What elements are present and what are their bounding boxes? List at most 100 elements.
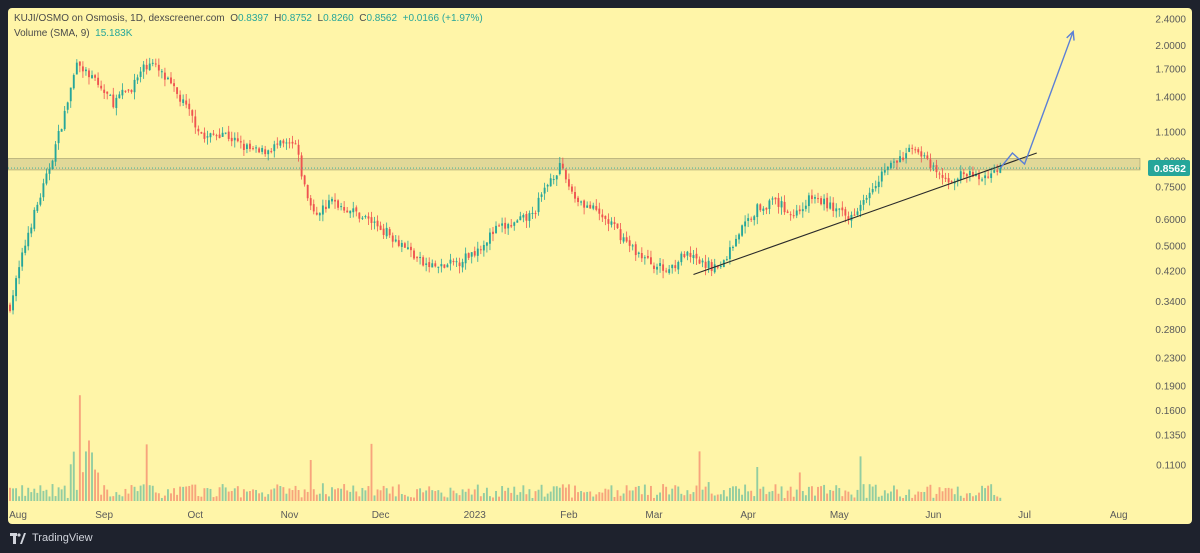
candle-body (60, 129, 63, 132)
candle-body (324, 206, 327, 210)
candle-body (185, 100, 188, 105)
candle-body (373, 221, 376, 223)
volume-bar (810, 486, 813, 501)
volume-bar (677, 486, 680, 501)
candle-body (759, 204, 762, 211)
candle-body (124, 90, 127, 92)
volume-bar (440, 492, 443, 501)
volume-bar (273, 488, 276, 501)
candle-body (419, 257, 422, 259)
volume-bar (744, 484, 747, 501)
candle-body (528, 213, 531, 221)
volume-bar (391, 486, 394, 501)
candle-body (406, 247, 409, 250)
candle-body (127, 89, 130, 91)
volume-bar (504, 490, 507, 501)
candle-body (440, 264, 443, 267)
volume-bar (899, 496, 901, 501)
candle-body (379, 225, 382, 230)
volume-bar (914, 494, 917, 501)
volume-bar (725, 496, 728, 501)
candle-body (719, 265, 722, 267)
candle-body (798, 209, 801, 212)
candle-body (999, 168, 1002, 173)
volume-bar (361, 487, 364, 501)
x-tick-label: Jun (925, 510, 941, 521)
volume-bar (170, 493, 172, 501)
candle-body (674, 265, 677, 269)
candle-body (437, 266, 440, 268)
volume-bar (662, 484, 665, 501)
candle-body (173, 83, 175, 87)
volume-bar (464, 491, 467, 501)
x-tick-label: Apr (740, 510, 756, 521)
volume-bar (434, 491, 437, 501)
volume-bar (127, 493, 130, 501)
x-tick-label: Aug (9, 510, 27, 521)
volume-bar (94, 469, 96, 501)
candle-body (294, 143, 297, 145)
candle-body (625, 237, 628, 242)
volume-bar (795, 489, 798, 501)
volume-bar (768, 491, 771, 501)
candle-body (628, 240, 631, 246)
volume-bar (179, 486, 182, 501)
candle-body (580, 201, 583, 203)
volume-bar (69, 464, 72, 501)
volume-bar (106, 489, 109, 501)
volume-bar (516, 494, 519, 501)
candle-body (571, 186, 573, 192)
candle-body (938, 173, 941, 175)
close-label: C (359, 13, 367, 24)
volume-bar (640, 494, 643, 501)
volume-bar (561, 484, 564, 501)
volume-bar (370, 443, 373, 501)
volume-bar (255, 489, 257, 501)
candle-body (601, 214, 604, 218)
volume-bar (905, 494, 908, 501)
candle-body (100, 85, 103, 89)
volume-bar (349, 491, 352, 501)
high-value: 0.8752 (281, 13, 312, 24)
candle-body (899, 156, 901, 163)
candle-body (388, 229, 391, 236)
candle-body (261, 148, 264, 152)
volume-bar (252, 489, 254, 501)
candle-body (513, 222, 516, 226)
candle-body (212, 133, 215, 135)
candle-body (832, 202, 835, 211)
candle-body (531, 212, 534, 214)
candle-body (51, 160, 54, 170)
candle-body (318, 213, 321, 216)
candle-body (230, 137, 233, 142)
volume-bar (971, 496, 974, 501)
candle-body (786, 211, 789, 213)
tradingview-brand[interactable]: TradingView (10, 532, 93, 544)
candle-body (206, 136, 209, 138)
candle-body (835, 208, 838, 212)
candle-body (476, 248, 479, 256)
candle-body (267, 150, 270, 155)
volume-bar (334, 489, 336, 501)
y-tick-label: 0.1600 (1155, 406, 1186, 417)
candle-body (634, 244, 637, 256)
chart-canvas[interactable]: 2.40002.00001.70001.40001.10000.90000.75… (8, 8, 1192, 524)
volume-bar (461, 489, 464, 501)
candle-body (987, 176, 990, 178)
candle-body (850, 214, 853, 221)
volume-bar (932, 497, 935, 501)
volume-bar (51, 484, 54, 501)
candle-body (613, 222, 616, 224)
candle-body (84, 69, 87, 72)
candle-body (649, 257, 652, 265)
volume-bar (163, 495, 166, 501)
volume-bar (926, 486, 929, 501)
candle-body (947, 178, 950, 183)
high-label: H (274, 13, 282, 24)
candle-body (577, 197, 579, 203)
volume-bar (598, 492, 601, 501)
volume-bar (507, 487, 510, 501)
volume-bar (950, 488, 953, 501)
volume-bar (358, 496, 361, 501)
volume-bar (343, 484, 346, 501)
